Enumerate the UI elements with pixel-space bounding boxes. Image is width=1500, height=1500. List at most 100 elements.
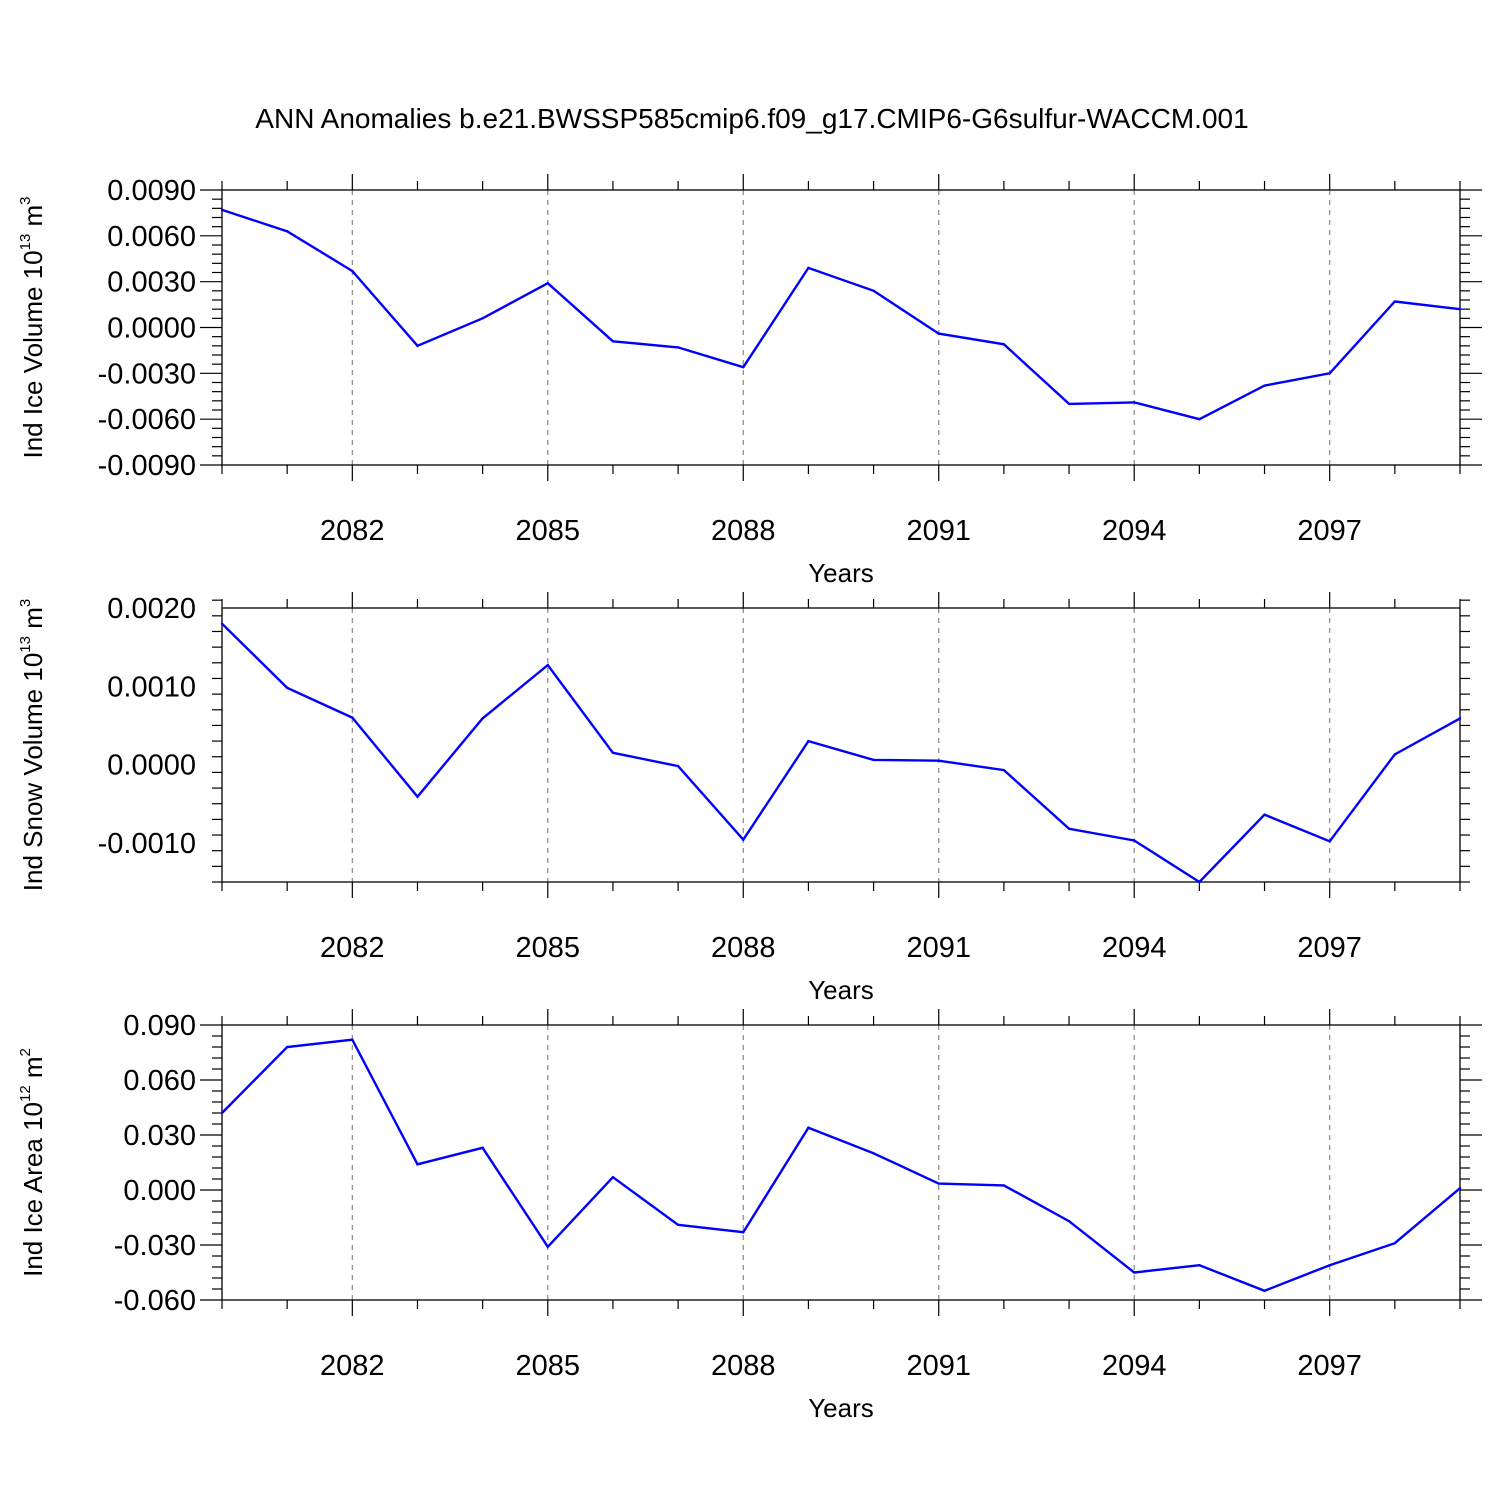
chart-panel-3: -0.060 -0.030 0.000 0.030 0.060 0.090 2082 2085… (17, 1009, 1482, 1423)
plot-frame (221, 607, 1461, 883)
y-axis-label-text: m (18, 607, 48, 636)
y-axis-label-superscript: 12 (17, 1085, 34, 1102)
data-point (611, 340, 615, 343)
data-point (1263, 1289, 1266, 1293)
y-tick-label: 0.0020 (107, 593, 196, 625)
x-axis-label: Years (808, 558, 874, 588)
data-point (351, 269, 354, 273)
y-tick-label: -0.0060 (98, 404, 196, 436)
data-point (351, 716, 354, 719)
data-point (1002, 1184, 1006, 1187)
x-tick-label: 2088 (711, 515, 776, 547)
x-tick-label: 2097 (1297, 515, 1362, 547)
data-point (1263, 384, 1266, 387)
data-point (676, 346, 680, 349)
data-point (1393, 753, 1397, 756)
data-point (1328, 840, 1331, 843)
x-tick-label: 2091 (906, 1350, 971, 1382)
y-axis-label-text: Ind Ice Volume 10 (18, 250, 48, 458)
data-point (481, 1146, 484, 1150)
plot-frame (221, 1024, 1461, 1301)
y-axis-label: Ind Snow Volume 1013 m3 (17, 599, 48, 891)
data-point (937, 332, 940, 335)
chart-panel-2: -0.0010 0.0000 0.0010 0.0020 2082 2085 2088 209… (17, 592, 1470, 1005)
y-axis-label-text: Ind Snow Volume 10 (18, 653, 48, 892)
data-point (1067, 827, 1071, 830)
y-axis-label-superscript: 13 (17, 234, 34, 251)
y-tick-label: 0.000 (123, 1175, 196, 1207)
y-tick-label: 0.0060 (107, 221, 196, 253)
y-tick-label: 0.060 (123, 1065, 196, 1097)
data-point (611, 1175, 615, 1179)
data-point (1133, 401, 1136, 404)
chart-panels: -0.0090 -0.0060 -0.0030 0.0000 0.0030 0.0060 0… (17, 174, 1482, 1423)
x-tick-label: 2082 (320, 1350, 385, 1382)
data-point (1198, 1263, 1201, 1267)
data-point (1198, 880, 1201, 884)
data-point (937, 1182, 940, 1185)
y-tick-label: 0.0030 (107, 267, 196, 299)
y-axis-label-superscript: 3 (17, 599, 34, 607)
data-point (676, 764, 680, 768)
x-tick-label: 2085 (516, 932, 581, 964)
y-axis-label-superscript: 2 (17, 1048, 34, 1056)
data-point (285, 686, 289, 690)
x-tick-label: 2088 (711, 1350, 776, 1382)
data-point (351, 1038, 354, 1041)
data-point (416, 344, 419, 348)
data-point (872, 758, 875, 762)
x-axis-label: Years (808, 975, 874, 1005)
data-point (416, 1163, 419, 1166)
y-axis-label-text: m (18, 1056, 48, 1085)
data-point (1133, 1271, 1136, 1274)
x-tick-label: 2094 (1102, 932, 1167, 964)
data-point (481, 317, 484, 320)
y-tick-label: -0.0090 (98, 450, 196, 482)
y-tick-label: 0.0090 (107, 175, 196, 207)
x-tick-label: 2094 (1102, 515, 1167, 547)
x-tick-label: 2097 (1297, 932, 1362, 964)
data-point (872, 1152, 875, 1155)
data-point (1328, 372, 1331, 375)
x-axis-label: Years (808, 1393, 874, 1423)
y-tick-label: 0.090 (123, 1010, 196, 1042)
data-point (1067, 1219, 1071, 1223)
y-tick-label: 0.030 (123, 1120, 196, 1152)
data-point (1002, 768, 1006, 772)
chart-panel-1: -0.0090 -0.0060 -0.0030 0.0000 0.0030 0.0060 0… (17, 174, 1482, 588)
x-tick-label: 2085 (516, 515, 581, 547)
y-tick-label: 0.0000 (107, 750, 196, 782)
data-point (1458, 717, 1462, 720)
data-point (807, 1126, 810, 1129)
y-axis-label: Ind Ice Volume 1013 m3 (17, 196, 48, 458)
series-line (221, 622, 1461, 884)
data-point (937, 759, 940, 762)
data-point (1263, 813, 1266, 816)
figure-title: ANN Anomalies b.e21.BWSSP585cmip6.f09_g1… (255, 103, 1248, 134)
data-point (1393, 1241, 1397, 1245)
data-point (742, 366, 745, 369)
y-tick-label: -0.0010 (98, 828, 196, 860)
data-point (546, 281, 549, 285)
series-line (221, 208, 1461, 421)
y-axis-label-text: m (18, 205, 48, 234)
y-axis-label-superscript: 3 (17, 196, 34, 204)
plot-frame (221, 189, 1461, 466)
x-tick-label: 2082 (320, 515, 385, 547)
data-point (285, 1045, 289, 1049)
data-point (416, 795, 419, 798)
y-axis-label: Ind Ice Area 1012 m2 (17, 1048, 48, 1277)
data-point (220, 622, 224, 625)
x-tick-label: 2082 (320, 932, 385, 964)
data-point (1393, 300, 1397, 303)
x-tick-label: 2091 (906, 515, 971, 547)
data-point (285, 230, 289, 233)
data-point (742, 838, 745, 841)
x-tick-label: 2085 (516, 1350, 581, 1382)
data-point (807, 739, 810, 743)
data-point (1198, 417, 1201, 421)
data-point (1067, 402, 1071, 406)
y-tick-label: -0.0030 (98, 358, 196, 390)
y-axis-label-text: Ind Ice Area 10 (18, 1102, 48, 1277)
